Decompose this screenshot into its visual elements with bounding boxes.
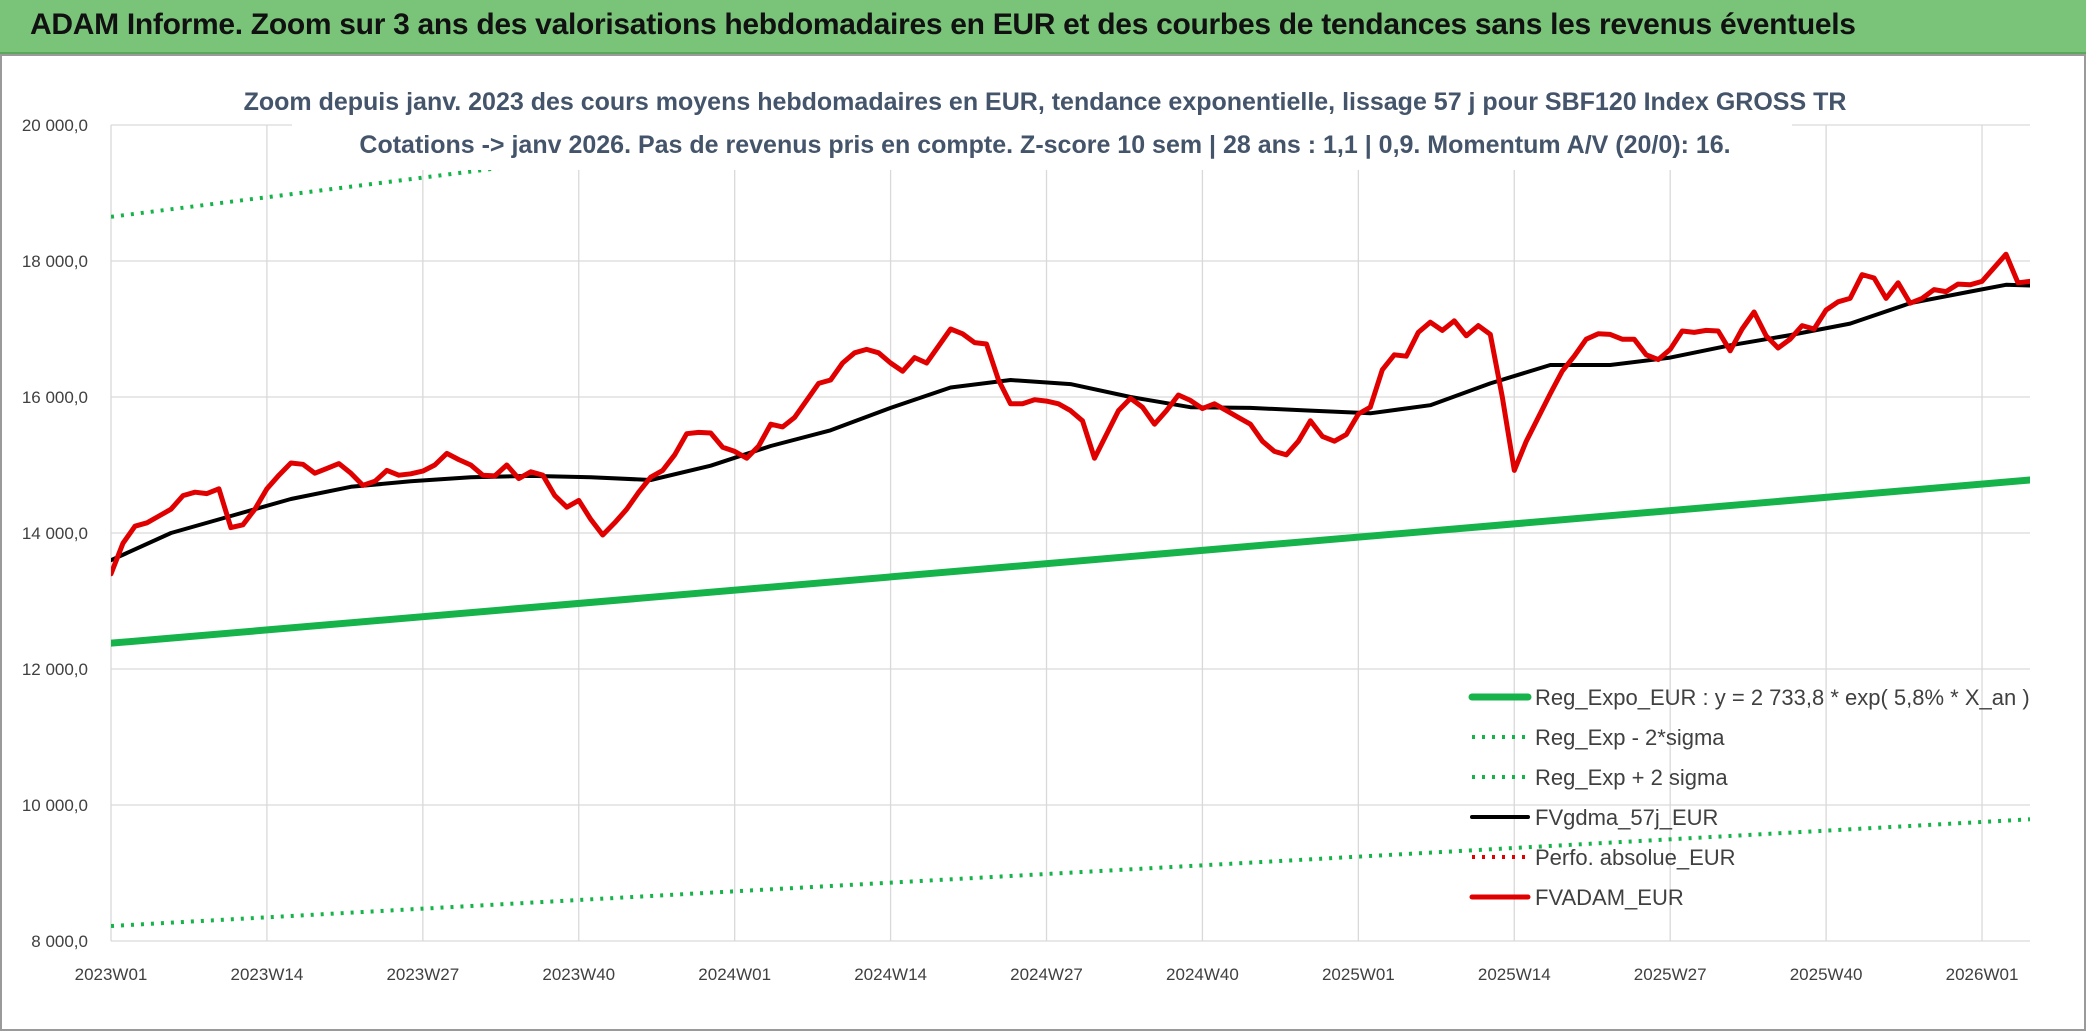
chart-title: Zoom depuis janv. 2023 des cours moyens … bbox=[244, 88, 1847, 116]
y-tick-label: 14 000,0 bbox=[22, 524, 88, 543]
y-tick-label: 20 000,0 bbox=[22, 116, 88, 135]
x-tick-label: 2023W01 bbox=[75, 965, 148, 984]
report-banner: ADAM Informe. Zoom sur 3 ans des valoris… bbox=[0, 0, 2086, 54]
title-background bbox=[292, 78, 1792, 170]
y-tick-label: 10 000,0 bbox=[22, 796, 88, 815]
fvgdma-line bbox=[111, 282, 2030, 563]
x-tick-label: 2024W40 bbox=[1166, 965, 1239, 984]
x-tick-label: 2025W40 bbox=[1790, 965, 1863, 984]
y-axis-ticks: 8 000,0 10 000,0 12 000,0 14 000,0 16 000,0 1… bbox=[22, 116, 88, 951]
y-tick-label: 16 000,0 bbox=[22, 388, 88, 407]
fvadam-line bbox=[111, 251, 2030, 577]
legend-label: Reg_Expo_EUR : y = 2 733,8 * exp( 5,8% *… bbox=[1535, 685, 2030, 710]
legend-label: Reg_Exp - 2*sigma bbox=[1535, 725, 1725, 750]
reg-plus-2sigma-line bbox=[111, 121, 889, 219]
chart-grid bbox=[110, 124, 2030, 942]
reg-minus-2sigma-line bbox=[111, 817, 2030, 928]
legend-label: Reg_Exp + 2 sigma bbox=[1535, 765, 1728, 790]
x-tick-label: 2026W01 bbox=[1946, 965, 2019, 984]
x-axis-ticks: 2023W01 2023W14 2023W27 2023W40 2024W01 2024W… bbox=[75, 965, 2019, 984]
chart-frame bbox=[0, 54, 2086, 1031]
legend-reg-plus-2sigma: Reg_Exp + 2 sigma bbox=[1472, 765, 1728, 790]
x-tick-label: 2024W14 bbox=[854, 965, 927, 984]
legend-label: Perfo. absolue_EUR bbox=[1535, 845, 1736, 870]
chart-series bbox=[111, 121, 2030, 928]
x-tick-label: 2024W27 bbox=[1010, 965, 1083, 984]
reg-expo-line bbox=[111, 476, 2030, 647]
legend-perfo-absolue: Perfo. absolue_EUR bbox=[1472, 845, 1736, 870]
y-tick-label: 18 000,0 bbox=[22, 252, 88, 271]
x-tick-label: 2023W40 bbox=[542, 965, 615, 984]
legend-reg-expo: Reg_Expo_EUR : y = 2 733,8 * exp( 5,8% *… bbox=[1468, 685, 2030, 710]
legend-label: FVADAM_EUR bbox=[1535, 885, 1684, 910]
x-tick-label: 2024W01 bbox=[698, 965, 771, 984]
x-tick-label: 2025W27 bbox=[1634, 965, 1707, 984]
legend-reg-minus-2sigma: Reg_Exp - 2*sigma bbox=[1472, 725, 1725, 750]
legend-fvadam: FVADAM_EUR bbox=[1469, 885, 1684, 910]
x-tick-label: 2025W01 bbox=[1322, 965, 1395, 984]
chart-subtitle: Cotations -> janv 2026. Pas de revenus p… bbox=[359, 131, 1730, 159]
x-tick-label: 2023W27 bbox=[386, 965, 459, 984]
y-tick-label: 8 000,0 bbox=[31, 932, 88, 951]
chart-legend: Reg_Expo_EUR : y = 2 733,8 * exp( 5,8% *… bbox=[1468, 685, 2030, 910]
x-tick-label: 2023W14 bbox=[231, 965, 304, 984]
legend-label: FVgdma_57j_EUR bbox=[1535, 805, 1718, 830]
y-tick-label: 12 000,0 bbox=[22, 660, 88, 679]
x-tick-label: 2025W14 bbox=[1478, 965, 1551, 984]
report-title: ADAM Informe. Zoom sur 3 ans des valoris… bbox=[30, 8, 1856, 41]
legend-fvgdma: FVgdma_57j_EUR bbox=[1470, 805, 1718, 830]
